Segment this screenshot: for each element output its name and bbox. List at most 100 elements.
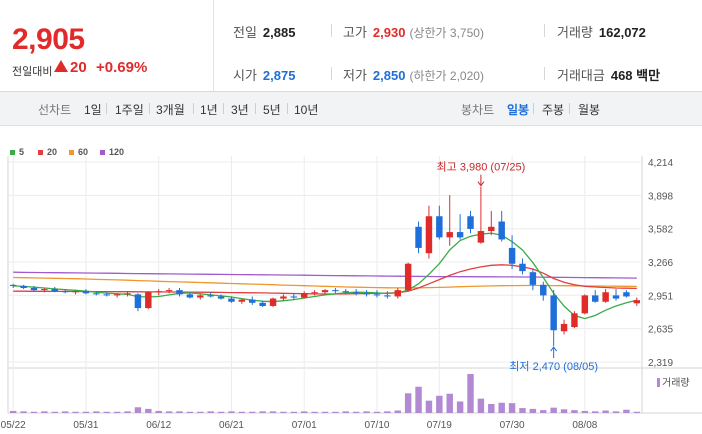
change-label: 전일대비 bbox=[12, 66, 53, 78]
stat-value: 2,850 bbox=[372, 68, 406, 83]
x-tick-label: 07/19 bbox=[427, 420, 452, 431]
candle-body bbox=[311, 292, 318, 294]
candle-body bbox=[477, 231, 485, 243]
candle-body bbox=[124, 293, 131, 295]
candle-body bbox=[550, 295, 557, 331]
volume-bar bbox=[165, 411, 173, 413]
volume-bar bbox=[290, 411, 298, 413]
stat-low: 저가 2,850 (하한가 2,020) bbox=[343, 65, 484, 84]
divider bbox=[569, 103, 570, 114]
period-weekly-button[interactable]: 주봉 bbox=[542, 103, 565, 117]
volume-bar bbox=[477, 398, 485, 413]
volume-bar bbox=[415, 386, 422, 413]
candle-body bbox=[529, 272, 537, 285]
divider bbox=[544, 67, 545, 80]
candle-body bbox=[633, 300, 641, 304]
volume-bar bbox=[581, 410, 589, 413]
divider bbox=[331, 67, 332, 80]
candle-body bbox=[321, 290, 329, 293]
low-annotation-label: 최저 2,470 (08/05) bbox=[509, 360, 598, 373]
candle-body bbox=[332, 290, 339, 292]
chart-period-toolbar: 선차트 1일 1주일 3개월 1년 3년 5년 10년 봉차트 일봉 주봉 월봉 bbox=[0, 92, 702, 126]
candle-body bbox=[249, 299, 256, 303]
volume-bar bbox=[550, 407, 557, 413]
candle-body bbox=[197, 295, 204, 298]
stat-high: 고가 2,930 (상한가 3,750) bbox=[343, 22, 484, 41]
legend-label: 120 bbox=[109, 147, 125, 157]
period-3y-button[interactable]: 3년 bbox=[231, 103, 249, 117]
candle-body bbox=[51, 289, 58, 292]
period-1y-button[interactable]: 1년 bbox=[200, 103, 218, 117]
volume-bar bbox=[300, 411, 308, 413]
candle-body bbox=[290, 296, 298, 298]
divider bbox=[287, 103, 288, 114]
y-tick-label: 4,214 bbox=[648, 158, 673, 169]
candle-body bbox=[612, 295, 620, 299]
stat-volume: 거래량 162,072 bbox=[557, 22, 646, 41]
stock-summary-header: 2,905 전일대비 20 +0.69% 전일 2,885 고가 2,930 (상한가… bbox=[0, 0, 702, 92]
volume-bar bbox=[623, 409, 630, 413]
period-1w-button[interactable]: 1주일 bbox=[115, 103, 144, 117]
candle-body bbox=[30, 288, 38, 291]
period-1d-button[interactable]: 1일 bbox=[84, 103, 102, 117]
candle-body bbox=[20, 285, 27, 289]
y-tick-label: 2,951 bbox=[648, 291, 673, 302]
candle-body bbox=[165, 290, 173, 292]
period-10y-button[interactable]: 10년 bbox=[294, 103, 319, 117]
volume-bar bbox=[134, 407, 142, 413]
x-tick-label: 06/12 bbox=[146, 420, 171, 431]
candle-body bbox=[467, 216, 474, 229]
volume-bar bbox=[9, 410, 17, 413]
volume-bar bbox=[456, 401, 464, 413]
volume-bar bbox=[269, 411, 277, 413]
candle-body bbox=[155, 291, 162, 293]
divider bbox=[255, 103, 256, 114]
legend-swatch bbox=[100, 149, 105, 155]
volume-bar bbox=[82, 411, 90, 413]
candle-body bbox=[228, 298, 235, 302]
legend-item-ma20: 20 bbox=[38, 147, 57, 157]
change-value: 20 bbox=[70, 59, 87, 76]
candle-body bbox=[61, 291, 69, 293]
divider bbox=[223, 103, 224, 114]
volume-bar bbox=[363, 411, 370, 413]
stat-sub: (하한가 2,020) bbox=[409, 69, 484, 83]
legend-item-ma120: 120 bbox=[100, 147, 124, 157]
volume-bar bbox=[498, 402, 505, 413]
candle-body bbox=[425, 216, 433, 254]
candle-body bbox=[508, 247, 516, 264]
period-monthly-button[interactable]: 월봉 bbox=[578, 103, 601, 117]
period-daily-button[interactable]: 일봉 bbox=[507, 103, 530, 117]
stat-value: 2,930 bbox=[372, 25, 406, 40]
volume-bar bbox=[20, 411, 27, 413]
volume-bar bbox=[217, 411, 225, 413]
candle-body bbox=[571, 313, 578, 328]
legend-swatch bbox=[10, 149, 15, 155]
y-tick-label: 3,582 bbox=[648, 225, 673, 236]
volume-bar bbox=[384, 411, 391, 413]
high-arrow-head-icon bbox=[477, 181, 485, 187]
period-5y-button[interactable]: 5년 bbox=[263, 103, 281, 117]
volume-bar bbox=[446, 393, 453, 413]
y-tick-label: 3,266 bbox=[648, 258, 673, 269]
volume-bar bbox=[529, 408, 537, 413]
volume-bar bbox=[197, 411, 204, 413]
candle-body bbox=[373, 294, 381, 296]
volume-bar bbox=[633, 411, 641, 413]
divider bbox=[106, 103, 107, 114]
x-tick-label: 05/31 bbox=[73, 420, 98, 431]
x-tick-label: 07/30 bbox=[500, 420, 525, 431]
period-3m-button[interactable]: 3개월 bbox=[156, 103, 185, 117]
divider bbox=[533, 103, 534, 114]
candle-body bbox=[519, 263, 526, 272]
volume-bar bbox=[519, 408, 526, 413]
volume-bar bbox=[41, 411, 48, 413]
divider bbox=[193, 103, 194, 114]
volume-bar bbox=[602, 410, 609, 413]
volume-bar bbox=[72, 411, 79, 413]
stat-label: 거래량 bbox=[557, 25, 593, 40]
low-arrow-head-icon bbox=[550, 346, 558, 352]
volume-legend-label: 거래량 bbox=[662, 377, 690, 389]
candle-chart-label: 봉차트 bbox=[461, 103, 495, 117]
